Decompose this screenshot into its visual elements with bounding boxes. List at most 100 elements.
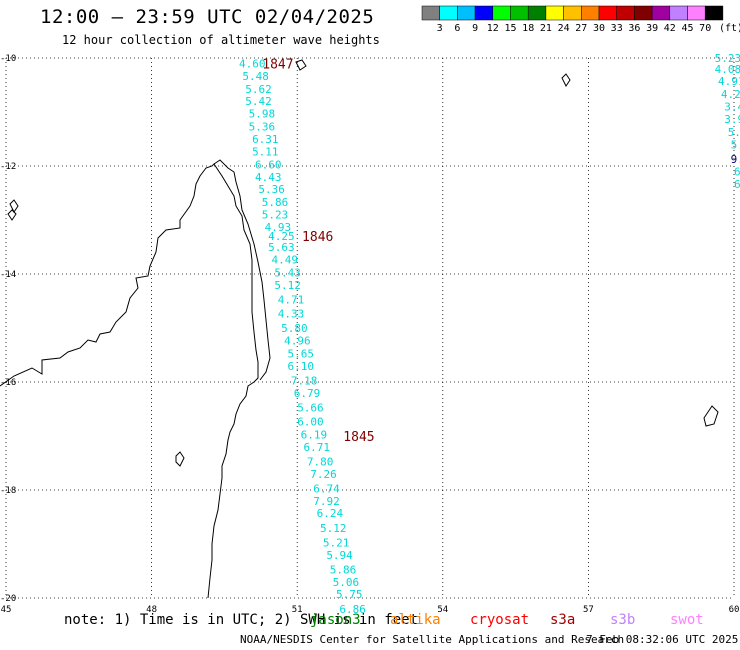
colorbar-swatch (457, 5, 476, 21)
wave-height-point: 5.43 (274, 266, 301, 279)
wave-height-point: 6.71 (304, 441, 331, 454)
wave-height-point: 5.06 (333, 576, 360, 589)
wave-height-point: 5.65 (287, 347, 314, 360)
colorbar-swatch (651, 5, 671, 21)
wave-height-point: 5.62 (245, 83, 272, 96)
pass-time-label: 1846 (302, 230, 333, 245)
wave-height-point: 4.49 (271, 253, 298, 266)
eastern-coastline (213, 159, 271, 381)
colorbar-tick-label: 15 (504, 23, 516, 34)
wave-height-point: 6.79 (294, 387, 321, 400)
wave-height-point: 5.94 (326, 549, 353, 562)
wave-height-point: 5.11 (252, 145, 279, 158)
edge-wave-height-point: 9. (731, 153, 740, 166)
wave-height-point: 6.10 (287, 360, 314, 373)
edge-wave-height-point: 5. (731, 138, 740, 151)
wave-height-point: 5.48 (242, 70, 269, 83)
wave-height-point: 6.00 (297, 415, 324, 428)
wave-height-point: 4.96 (284, 334, 311, 347)
pass-time-label: 1847 (262, 57, 293, 72)
lat-tick-label: -14 (0, 270, 16, 280)
wave-height-point: 5.63 (268, 241, 295, 254)
island-small-n (295, 59, 307, 71)
wave-height-point: 5.23 (262, 209, 289, 222)
map-title: 12:00 – 23:59 UTC 02/04/2025 (40, 6, 375, 28)
sat-jason3: jason3 (310, 612, 361, 628)
colorbar-swatch (474, 5, 494, 21)
wave-height-point: 5.12 (274, 279, 301, 292)
wave-height-point: 4.93 (265, 221, 292, 234)
wave-height-point: 6.60 (255, 158, 282, 171)
west-islet-2 (7, 209, 17, 221)
wave-height-point: 5.36 (258, 183, 285, 196)
colorbar-tick-label: 70 (699, 23, 711, 34)
sat-s3b: s3b (610, 612, 636, 628)
colorbar-swatch (439, 5, 458, 21)
island-west-sw (175, 451, 185, 467)
edge-track: 5.234.084.914.263.43.95.05.9.66 (715, 52, 740, 191)
sat-s3a: s3a (550, 612, 576, 628)
wave-height-point: 5.86 (262, 196, 289, 209)
lat-tick-label: -18 (0, 486, 16, 496)
wave-height-point: 5.12 (320, 522, 347, 535)
altimeter-track: 4.605.485.625.425.985.366.315.116.604.43… (239, 57, 366, 615)
wave-height-point: 5.42 (245, 95, 272, 108)
wave-height-point: 4.43 (255, 171, 282, 184)
madagascar-coastline (0, 163, 259, 599)
colorbar-tick-label: 9 (472, 23, 478, 34)
colorbar-tick-label: 39 (646, 23, 658, 34)
wave-height-point: 4.60 (239, 57, 266, 70)
edge-wave-height-point: 3.9 (724, 113, 740, 126)
wave-height-point: 7.80 (307, 455, 334, 468)
wave-height-point: 7.18 (291, 374, 318, 387)
lon-tick-label: 51 (292, 605, 303, 615)
colorbar-swatch (510, 5, 529, 21)
edge-wave-height-point: 6 (734, 178, 740, 191)
colorbar-tick-label: 18 (522, 23, 534, 34)
edge-wave-height-point: 4.08 (715, 63, 740, 76)
sat-altika: altika (390, 612, 441, 628)
colorbar-swatch (634, 5, 653, 21)
colorbar-tick-label: 42 (664, 23, 676, 34)
colorbar-swatch (492, 5, 511, 21)
wave-height-point: 7.92 (313, 495, 340, 508)
wave-height-point: 4.25 (268, 230, 295, 243)
colorbar-tick-label: 12 (487, 23, 499, 34)
wave-height-point: 6.31 (252, 133, 279, 146)
lat-tick-label: -12 (0, 162, 16, 172)
island-east-2 (703, 405, 719, 427)
wave-height-point: 5.86 (330, 563, 357, 576)
colorbar-tick-label: 33 (611, 23, 623, 34)
colorbar-swatch (669, 5, 688, 21)
lat-tick-label: -16 (0, 378, 16, 388)
colorbar-swatch (616, 5, 635, 21)
colorbar-unit: (ft) (719, 23, 740, 34)
wave-height-point: 6.74 (313, 482, 340, 495)
island-east-1 (561, 73, 571, 87)
wave-height-point: 5.75 (336, 588, 363, 601)
colorbar-swatch (563, 5, 582, 21)
sat-swot: swot (670, 612, 704, 628)
wave-height-point: 4.71 (278, 293, 305, 306)
wave-height-point: 5.80 (281, 322, 308, 335)
colorbar-swatch (687, 5, 706, 21)
edge-wave-height-point: 4.91 (718, 75, 740, 88)
edge-wave-height-point: 5.0 (728, 126, 740, 139)
wave-height-point: 4.33 (278, 307, 305, 320)
colorbar-tick-label: 45 (681, 23, 693, 34)
sat-cryosat: cryosat (470, 612, 530, 628)
colorbar-swatch (421, 5, 440, 21)
colorbar-swatch (581, 5, 600, 21)
credit-text: NOAA/NESDIS Center for Satellite Applica… (240, 633, 625, 646)
footer-note: note: 1) Time is in UTC; 2) SWH is in fe… (64, 612, 419, 628)
wave-height-point: 6.24 (317, 507, 344, 520)
colorbar-tick-label: 3 (437, 23, 443, 34)
wave-height-point: 5.21 (323, 536, 350, 549)
lat-tick-label: -10 (0, 54, 16, 64)
pass-labels: 1847 1846 1845 (262, 57, 374, 445)
west-islet-1 (9, 199, 19, 213)
colorbar-tick-label: 27 (575, 23, 587, 34)
edge-wave-height-point: 6 (734, 165, 740, 178)
